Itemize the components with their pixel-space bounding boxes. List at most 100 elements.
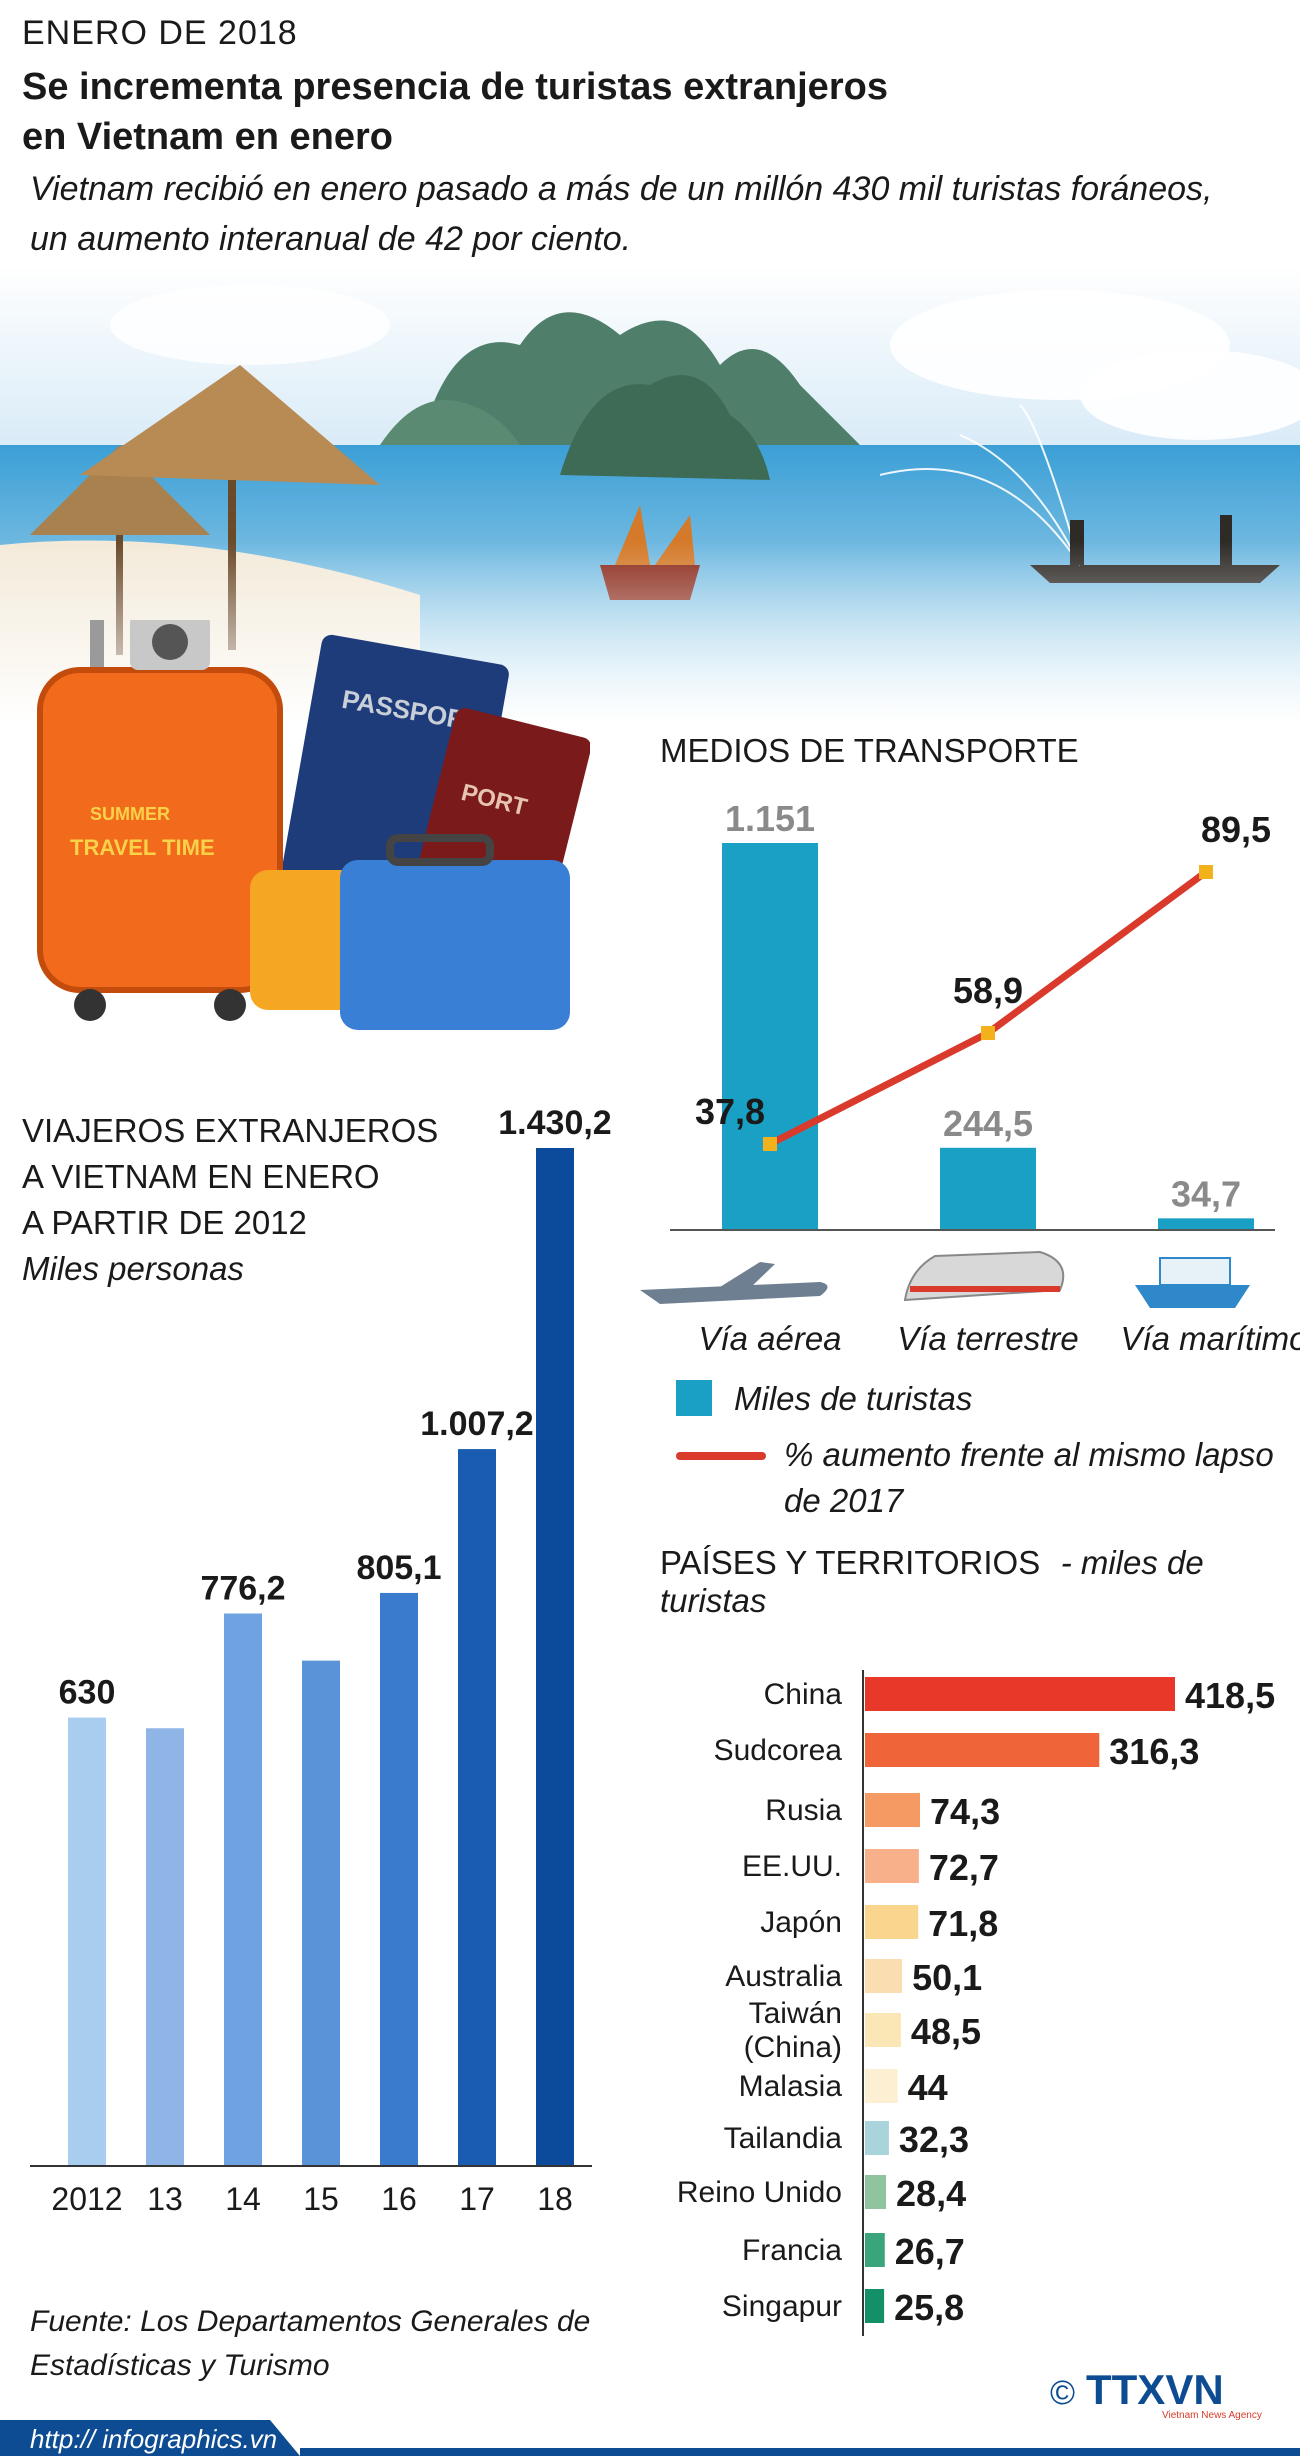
country-value-label: 418,5 (1185, 1675, 1275, 1716)
growth-point (1199, 865, 1213, 879)
growth-point-label: 37,8 (695, 1091, 765, 1132)
country-value-label: 32,3 (899, 2119, 969, 2160)
growth-point (763, 1137, 777, 1151)
source-line-1: Fuente: Los Departamentos Generales de (30, 2305, 591, 2338)
country-value-label: 44 (908, 2067, 948, 2108)
legend-bar: Miles de turistas (676, 1380, 972, 1418)
year-bar (68, 1717, 106, 2166)
country-label: Reino Unido (677, 2176, 842, 2209)
country-label: Rusia (765, 1794, 842, 1827)
year-bar-label: 630 (59, 1674, 116, 1712)
country-label: Singapur (722, 2290, 842, 2323)
year-tick-label: 15 (303, 2181, 339, 2217)
country-bar (865, 2233, 885, 2267)
chart3-title-text: PAÍSES Y TERRITORIOS (660, 1544, 1041, 1581)
country-bar (865, 2069, 898, 2103)
subtitle-line-2: un aumento interanual de 42 por ciento. (30, 220, 632, 258)
growth-point-label: 89,5 (1201, 809, 1271, 850)
transport-bar (940, 1147, 1036, 1230)
country-value-label: 71,8 (928, 1903, 998, 1944)
legend-line-label-1: % aumento frente al mismo lapso (784, 1436, 1274, 1473)
transport-bar-label: 34,7 (1171, 1173, 1241, 1214)
chart1-title-line-3: A PARTIR DE 2012 (22, 1204, 307, 1241)
growth-point-label: 58,9 (953, 970, 1023, 1011)
chart1-title-line-1: VIAJEROS EXTRANJEROS (22, 1112, 439, 1149)
year-bar (458, 1449, 496, 2166)
transport-category-label: Vía marítimo (1120, 1320, 1300, 1357)
chart1-title-line-2: A VIETNAM EN ENERO (22, 1158, 380, 1195)
luggage-illustration: PASSPORT PORT SUMMER TRAVEL TIME (37, 620, 590, 1030)
page-subtitle: Vietnam recibió en enero pasado a más de… (30, 164, 1290, 264)
title-line-1: Se incrementa presencia de turistas extr… (22, 66, 888, 108)
year-bar-label: 776,2 (200, 1570, 285, 1608)
growth-point (981, 1025, 995, 1040)
source-note: Fuente: Los Departamentos Generales de E… (30, 2300, 670, 2388)
year-bar (536, 1148, 574, 2166)
year-tick-label: 17 (459, 2181, 495, 2217)
country-bar (865, 1959, 903, 1993)
logo-subtext: Vietnam News Agency (1162, 2410, 1262, 2421)
country-label: Australia (725, 1960, 842, 1993)
camera-icon (130, 620, 210, 670)
country-bar (865, 2121, 889, 2155)
suitcase-orange-icon: SUMMER TRAVEL TIME (37, 620, 283, 1021)
country-value-label: 316,3 (1109, 1731, 1199, 1772)
country-value-label: 72,7 (929, 1847, 999, 1888)
country-bar (865, 2175, 887, 2209)
train-stripe (910, 1286, 1060, 1292)
airplane-icon (640, 1262, 828, 1304)
country-value-label: 74,3 (930, 1791, 1000, 1832)
country-label: Francia (742, 2234, 842, 2267)
legend-line-swatch (676, 1452, 766, 1460)
chart1-title: VIAJEROS EXTRANJEROS A VIETNAM EN ENERO … (22, 1108, 438, 1292)
country-bar (865, 2289, 885, 2323)
subtitle-line-1: Vietnam recibió en enero pasado a más de… (30, 170, 1213, 208)
page-title: Se incrementa presencia de turistas extr… (22, 62, 1222, 162)
year-bar (302, 1660, 340, 2166)
country-label: EE.UU. (742, 1850, 842, 1883)
country-bar (865, 1905, 919, 1939)
date-label: ENERO DE 2018 (22, 14, 298, 52)
airplane-body (640, 1282, 828, 1304)
country-label: Tailandia (724, 2122, 843, 2155)
copyright-symbol: © (1050, 2374, 1075, 2412)
cruise-ship-icon (1135, 1257, 1250, 1308)
country-value-label: 48,5 (911, 2011, 981, 2052)
source-line-2: Estadísticas y Turismo (30, 2349, 330, 2382)
country-label: Japón (760, 1906, 842, 1939)
country-value-label: 25,8 (894, 2287, 964, 2328)
year-bar (224, 1613, 262, 2166)
transport-bar (1158, 1218, 1254, 1230)
title-line-2: en Vietnam en enero (22, 116, 393, 158)
country-bar (865, 2013, 901, 2047)
year-bar (380, 1592, 418, 2166)
legend-line: % aumento frente al mismo lapso de 2017 (676, 1432, 1296, 1524)
suitcase-blue-icon (340, 834, 570, 1030)
country-label: (China) (744, 2031, 842, 2064)
country-bar (865, 1677, 1175, 1711)
country-label: Sudcorea (714, 1734, 843, 1767)
country-value-label: 28,4 (896, 2173, 966, 2214)
year-bar-label: 1.430,2 (498, 1104, 611, 1142)
transport-bar-label: 1.151 (725, 798, 815, 839)
footer-bar (0, 2420, 1300, 2456)
year-tick-label: 2012 (51, 2181, 122, 2217)
ship-hull (1135, 1285, 1250, 1308)
country-value-label: 50,1 (912, 1957, 982, 1998)
train-icon (903, 1250, 1065, 1302)
country-label: China (764, 1678, 843, 1711)
year-tick-label: 18 (537, 2181, 573, 2217)
year-tick-label: 16 (381, 2181, 417, 2217)
country-bar (865, 1733, 1100, 1767)
legend-bar-label: Miles de turistas (734, 1380, 973, 1417)
year-tick-label: 14 (225, 2181, 261, 2217)
chart2-title: MEDIOS DE TRANSPORTE (660, 732, 1079, 769)
suitcase-text-2: TRAVEL TIME (70, 835, 215, 860)
legend-bar-swatch (676, 1380, 712, 1416)
footer-url-link[interactable]: http:// infographics.vn (30, 2424, 278, 2454)
country-bar (865, 1849, 919, 1883)
year-tick-label: 13 (147, 2181, 183, 2217)
airplane-wing (720, 1262, 775, 1288)
